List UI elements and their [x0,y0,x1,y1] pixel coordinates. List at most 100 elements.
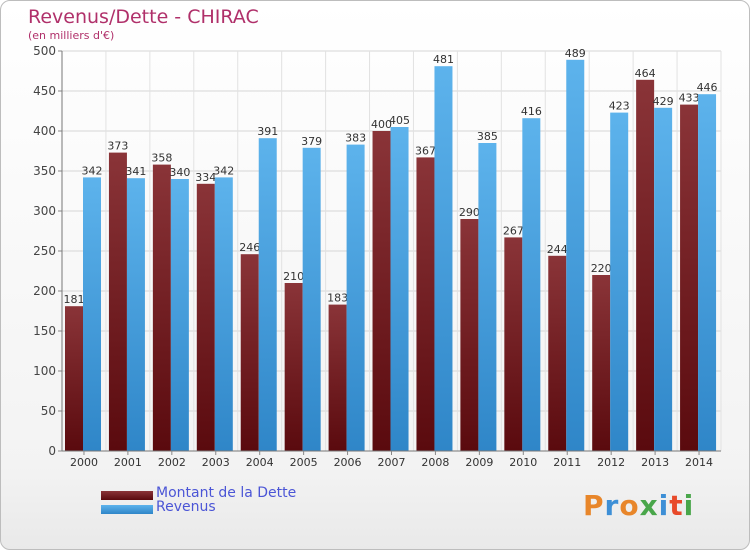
bar-revenus [346,144,365,451]
bar-revenus [126,178,145,451]
bar-dette [680,104,699,451]
y-tick-label: 150 [33,324,56,338]
y-tick-label: 100 [33,364,56,378]
data-label-revenus: 391 [257,125,278,138]
y-tick-label: 250 [33,244,56,258]
bar-revenus [214,177,233,451]
logo-letter: t [669,489,684,522]
data-label-dette: 367 [415,144,436,157]
y-tick-label: 200 [33,284,56,298]
x-tick-label: 2006 [334,456,362,469]
data-label-revenus: 489 [565,47,586,60]
bar-dette [460,219,479,451]
bar-dette [372,131,391,451]
data-label-dette: 358 [151,152,172,165]
logo-letter: r [604,489,620,522]
data-label-dette: 373 [107,140,128,153]
y-tick-label: 300 [33,204,56,218]
logo-letter: o [619,489,640,522]
data-label-dette: 181 [64,293,85,306]
proxiti-logo: Proxiti [583,489,694,522]
data-label-revenus: 340 [169,166,190,179]
bar-revenus [610,112,629,451]
data-label-dette: 220 [591,262,612,275]
x-tick-label: 2013 [641,456,669,469]
bar-revenus [258,138,277,451]
data-label-dette: 244 [547,243,568,256]
x-tick-label: 2005 [290,456,318,469]
bar-revenus [434,66,453,451]
x-tick-label: 2014 [685,456,713,469]
x-axis: 2000 2001 2002 2003 2004 2005 2006 2007 2008 2009… [62,450,721,469]
data-label-revenus: 481 [433,53,454,66]
data-label-revenus: 429 [653,95,674,108]
y-tick-label: 50 [41,404,56,418]
x-tick-label: 2001 [114,456,142,469]
x-tick-label: 2012 [597,456,625,469]
bar-dette [152,164,171,451]
bar-revenus [302,147,321,452]
legend-label-dette: Montant de la Dette [156,485,297,501]
data-label-dette: 210 [283,270,304,283]
bar-revenus [654,107,673,452]
bar-revenus [522,118,541,451]
x-tick-label: 2011 [553,456,581,469]
x-tick-label: 2010 [509,456,537,469]
data-label-revenus: 379 [301,135,322,148]
bar-revenus [698,94,717,451]
y-tick-label: 500 [33,44,56,58]
data-label-dette: 334 [195,171,216,184]
bar-dette [108,152,127,451]
legend-swatch-revenus [101,505,153,514]
bar-revenus [83,177,101,451]
bar-dette [284,283,303,451]
logo-letter: x [639,489,659,522]
x-tick-label: 2003 [202,456,230,469]
bar-revenus [478,143,497,451]
x-tick-label: 2007 [378,456,406,469]
data-label-revenus: 423 [609,100,630,113]
chart-subtitle: (en milliers d'€) [28,29,115,42]
y-tick-label: 350 [33,164,56,178]
bar-dette [328,304,347,451]
y-tick-label: 400 [33,124,56,138]
logo-letter: P [583,489,605,522]
y-tick-label: 0 [48,444,56,458]
x-tick-label: 2004 [246,456,274,469]
bar-dette [504,237,523,451]
logo-letter: i [658,489,670,522]
data-label-dette: 183 [327,292,348,305]
x-tick-label: 2009 [465,456,493,469]
data-label-dette: 433 [679,92,700,105]
data-label-revenus: 446 [697,81,718,94]
y-axis: 0 50 100 150 200 250 300 350 400 450 500 [33,44,63,458]
data-label-revenus: 342 [82,164,103,177]
data-label-revenus: 385 [477,130,498,143]
data-label-dette: 290 [459,206,480,219]
data-label-revenus: 405 [389,114,410,127]
x-tick-label: 2008 [421,456,449,469]
logo-letter: i [683,489,695,522]
bar-dette [416,157,435,451]
data-label-revenus: 342 [213,164,234,177]
data-label-revenus: 383 [345,132,366,145]
y-tick-label: 450 [33,84,56,98]
x-tick-label: 2002 [158,456,186,469]
bar-revenus [566,59,585,452]
bar-dette [548,255,567,451]
bar-revenus [170,179,189,451]
data-label-dette: 267 [503,224,524,237]
data-label-revenus: 416 [521,105,542,118]
x-tick-label: 2000 [70,456,98,469]
data-label-dette: 246 [239,241,260,254]
bar-dette [65,306,83,451]
legend-swatch-dette [101,491,153,500]
legend-label-revenus: Revenus [156,499,216,515]
bar-dette [240,254,259,451]
data-label-revenus: 341 [125,165,146,178]
bar-dette [196,183,215,452]
chart-title: Revenus/Dette - CHIRAC [28,6,259,28]
